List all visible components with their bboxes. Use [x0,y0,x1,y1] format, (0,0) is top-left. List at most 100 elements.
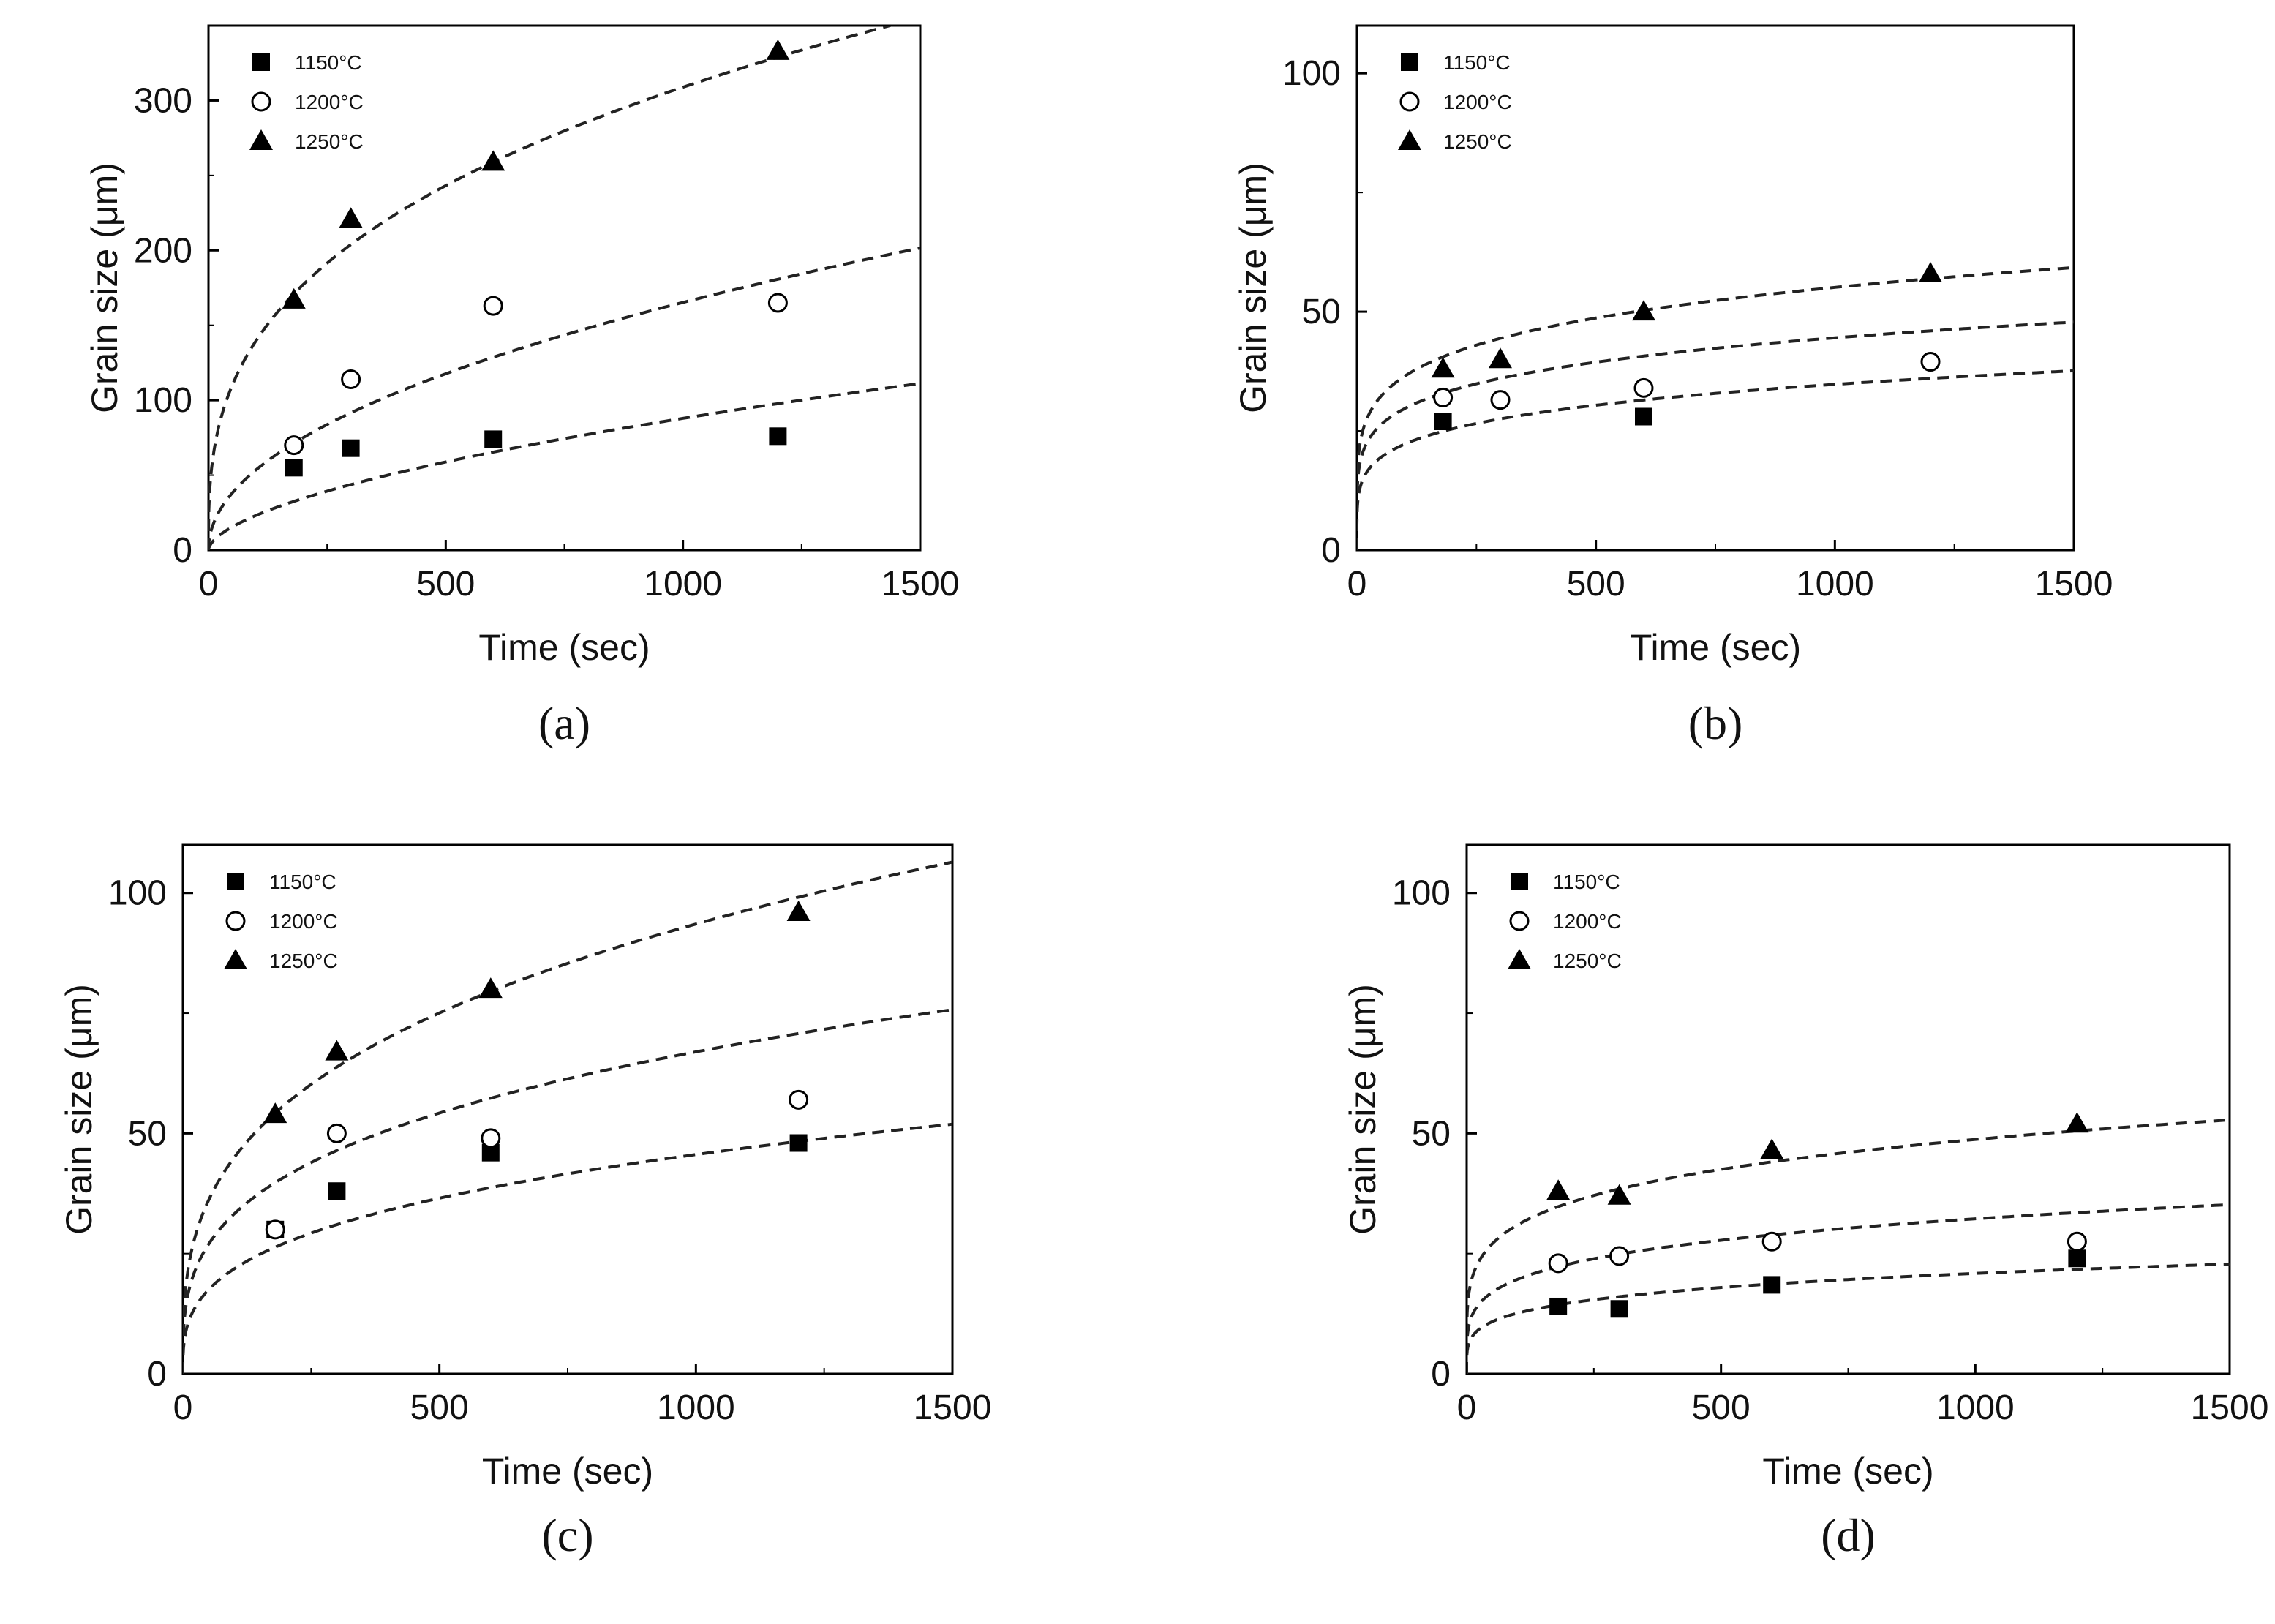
fit-curve [208,382,920,550]
data-point [1635,407,1652,426]
data-point [766,39,790,60]
fit-curves [1357,266,2074,550]
fit-curve [1357,266,2074,550]
x-tick-label: 500 [410,1388,469,1427]
data-point [1433,387,1454,407]
fit-curve [208,26,896,550]
y-tick-label: 200 [134,231,192,270]
data-point [1632,300,1655,321]
legend-marker [1508,949,1531,969]
legend-marker [1399,91,1420,112]
chart-panel-a: 0 500 1000 1500 0 100 200 300 Time (sec) Grain si… [0,0,1138,812]
y-tick-label: 50 [1412,1114,1451,1153]
panel-label-c: (c) [541,1509,593,1561]
data-point [284,435,304,456]
fit-curve [208,247,920,550]
data-point [1549,1297,1568,1315]
data-point [1919,261,1942,282]
fit-curve [1467,1119,2230,1374]
x-tick-label: 1000 [657,1388,735,1427]
y-axis-label: Grain size (μm) [1342,984,1383,1235]
y-tick-label: 0 [1321,531,1341,570]
x-axis-label: Time (sec) [1762,1451,1933,1492]
chart-b-svg: 0 500 1000 1500 0 50 100 Time (sec) Grain size (… [1233,24,2113,749]
data-point [1633,377,1654,398]
series-points [284,293,788,456]
data-point [2065,1112,2089,1133]
chart-panel-d: 0 500 1000 1500 0 50 100 Time (sec) Grain size (… [1138,812,2275,1624]
legend-label: 1250°C [1443,130,1512,153]
series-points [1548,1231,2087,1274]
y-tick-label: 100 [108,874,167,913]
data-point [282,287,306,309]
data-point [478,977,503,999]
fit-curve [183,860,952,1374]
fit-curve [1357,320,2074,550]
panel-label-a: (a) [538,697,590,749]
fit-curve [183,1008,952,1374]
legend-label: 1150°C [1443,51,1511,74]
data-point [1489,347,1512,369]
legend-marker [225,911,246,931]
data-point [1548,1253,1568,1274]
data-point [1610,1300,1628,1318]
legend-label: 1200°C [1443,91,1512,113]
x-tick-label: 0 [1347,565,1367,604]
data-point [2067,1231,2087,1252]
y-tick-label: 100 [1392,874,1451,913]
legend-label: 1250°C [295,130,364,153]
legend-label: 1250°C [1553,950,1622,972]
series-points [1549,1249,2086,1318]
data-point [1609,1246,1630,1266]
x-tick-label: 1500 [2035,565,2113,604]
x-tick-label: 0 [173,1388,193,1427]
chart-a-svg: 0 500 1000 1500 0 100 200 300 Time (sec) Grain si… [84,24,959,749]
x-tick-label: 0 [199,565,219,604]
y-tick-label: 300 [134,81,192,120]
legend-marker [249,129,273,150]
series-points [263,901,811,1124]
data-point [328,1182,346,1200]
data-point [789,1089,809,1110]
panel-label-b: (b) [1688,697,1743,749]
x-axis-label: Time (sec) [478,627,650,668]
data-point [481,150,505,171]
y-tick-label: 0 [1431,1355,1451,1394]
legend-label: 1250°C [269,950,338,972]
legend: 1150°C 1200°C 1250°C [249,51,364,153]
data-point [1761,1231,1782,1252]
legend-label: 1150°C [269,871,336,893]
data-point [1490,390,1511,410]
y-tick-label: 100 [134,381,192,420]
data-point [1434,413,1452,431]
data-point [789,1134,808,1152]
data-point [1920,352,1941,372]
legend-marker [1398,129,1421,150]
chart-d-svg: 0 500 1000 1500 0 50 100 Time (sec) Grain size (… [1342,843,2268,1561]
fit-curves [208,26,920,550]
data-point [484,430,503,448]
fit-curve [1467,1203,2230,1374]
chart-panel-c: 0 500 1000 1500 0 50 100 Time (sec) Grain size (… [0,812,1138,1624]
data-point [265,1219,285,1240]
fit-curve [1357,369,2074,550]
x-tick-label: 500 [1692,1388,1751,1427]
legend-marker [1511,873,1528,890]
y-tick-label: 100 [1282,54,1341,93]
data-point [483,296,503,316]
y-axis-label: Grain size (μm) [59,984,99,1235]
data-point [285,459,303,477]
legend-marker [227,873,244,890]
data-point [1431,357,1455,378]
x-axis-label: Time (sec) [1630,627,1801,668]
fit-curve [183,1122,952,1374]
fit-curves [183,860,952,1374]
series-points [285,427,787,477]
data-point [339,207,363,228]
legend-marker [224,949,247,969]
data-point [767,293,788,313]
x-tick-label: 1000 [1796,565,1874,604]
x-tick-label: 0 [1457,1388,1477,1427]
series-points [265,1089,809,1240]
legend-marker [1509,911,1530,931]
